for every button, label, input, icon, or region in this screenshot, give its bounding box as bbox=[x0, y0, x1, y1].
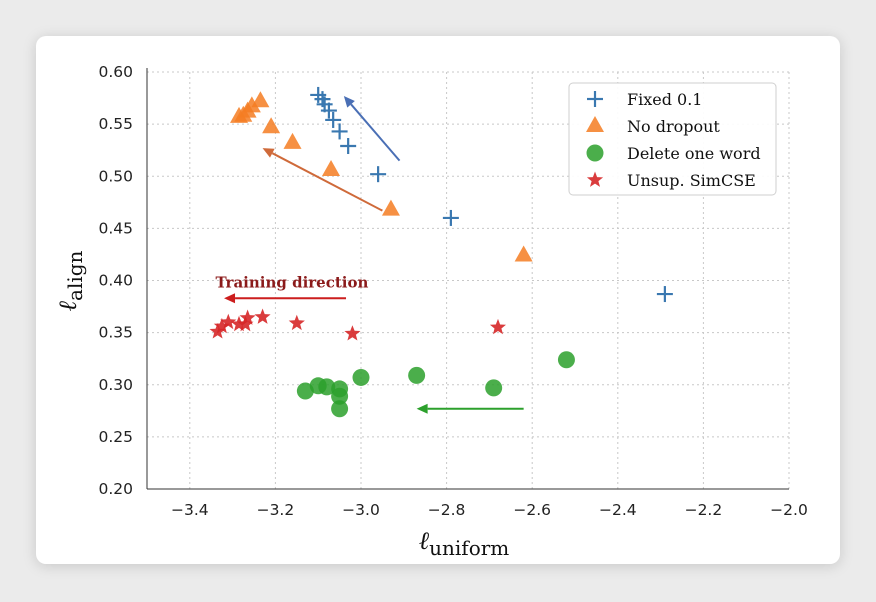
data-point bbox=[296, 382, 314, 400]
x-tick-label: −2.6 bbox=[513, 501, 551, 519]
y-axis-title-main: ℓ bbox=[53, 300, 82, 311]
data-point bbox=[331, 387, 349, 405]
data-point bbox=[557, 351, 575, 369]
legend-label: No dropout bbox=[627, 117, 720, 136]
data-point bbox=[331, 400, 349, 418]
data-point bbox=[251, 91, 270, 108]
x-axis-title-main: ℓ bbox=[419, 526, 430, 555]
data-point bbox=[230, 106, 249, 123]
x-axis-title: ℓuniform bbox=[419, 526, 510, 560]
data-point bbox=[309, 377, 327, 395]
chart-card: 0.20 0.25 0.30 0.35 0.40 0.45 0.50 0.55 0.60 −3.… bbox=[36, 36, 840, 564]
annotation-training-direction: Training direction bbox=[215, 274, 368, 292]
x-tick-label: −3.4 bbox=[171, 501, 209, 519]
legend-item: Fixed 0.1 bbox=[587, 90, 702, 109]
data-point bbox=[322, 159, 341, 176]
direction-arrow bbox=[343, 95, 401, 162]
series-0 bbox=[310, 86, 673, 303]
data-point bbox=[331, 123, 348, 140]
legend-label: Delete one word bbox=[627, 144, 761, 163]
legend-item: No dropout bbox=[586, 116, 720, 136]
y-tick-label: 0.45 bbox=[98, 219, 133, 237]
direction-arrow bbox=[416, 403, 524, 414]
y-axis-title-sub: align bbox=[63, 250, 87, 301]
legend-marker bbox=[586, 144, 604, 162]
legend-label: Fixed 0.1 bbox=[627, 90, 702, 109]
x-tick-label: −3.2 bbox=[257, 501, 295, 519]
y-tick-labels: 0.20 0.25 0.30 0.35 0.40 0.45 0.50 0.55 0.60 bbox=[98, 63, 133, 498]
y-tick-label: 0.40 bbox=[98, 272, 133, 290]
series-1 bbox=[230, 91, 533, 262]
data-point bbox=[340, 138, 357, 155]
data-point bbox=[230, 315, 248, 332]
data-point bbox=[408, 366, 426, 384]
data-point bbox=[489, 318, 506, 335]
x-axis-title-sub: uniform bbox=[429, 536, 509, 560]
y-tick-label: 0.55 bbox=[98, 115, 133, 133]
data-points bbox=[209, 86, 673, 418]
data-point bbox=[237, 315, 254, 332]
data-point bbox=[213, 317, 230, 334]
data-point bbox=[485, 379, 503, 397]
legend-item: Unsup. SimCSE bbox=[586, 171, 756, 190]
data-point bbox=[262, 117, 281, 134]
data-point bbox=[370, 166, 387, 183]
legend-item: Delete one word bbox=[586, 144, 761, 163]
data-point bbox=[352, 368, 370, 386]
data-point bbox=[239, 309, 256, 325]
x-tick-label: −3.0 bbox=[342, 501, 380, 519]
direction-arrow bbox=[224, 293, 347, 304]
data-point bbox=[442, 209, 459, 226]
data-point bbox=[381, 199, 400, 216]
axes bbox=[146, 68, 789, 490]
data-point bbox=[209, 323, 226, 339]
y-tick-label: 0.20 bbox=[98, 480, 133, 498]
y-axis-title: ℓalign bbox=[53, 250, 87, 311]
x-tick-label: −2.0 bbox=[770, 501, 808, 519]
series-3 bbox=[209, 308, 506, 341]
y-tick-label: 0.50 bbox=[98, 167, 133, 185]
y-tick-label: 0.35 bbox=[98, 324, 133, 342]
grid-lines bbox=[147, 71, 790, 490]
legend-marker bbox=[587, 91, 603, 107]
data-point bbox=[254, 308, 271, 324]
direction-arrows bbox=[224, 95, 524, 414]
data-point bbox=[220, 313, 237, 330]
data-point bbox=[288, 314, 305, 331]
scatter-chart: 0.20 0.25 0.30 0.35 0.40 0.45 0.50 0.55 0.60 −3.… bbox=[53, 63, 808, 560]
y-tick-label: 0.30 bbox=[98, 376, 133, 394]
direction-arrow bbox=[262, 148, 383, 212]
data-point bbox=[656, 286, 673, 303]
data-point bbox=[310, 86, 327, 103]
data-point bbox=[283, 132, 302, 149]
x-tick-label: −2.2 bbox=[685, 501, 723, 519]
series-2 bbox=[296, 351, 575, 418]
y-tick-label: 0.25 bbox=[98, 428, 133, 446]
legend-marker bbox=[586, 171, 604, 187]
legend: Fixed 0.1 No dropout Delete one word Unsup.… bbox=[568, 82, 777, 196]
y-tick-label: 0.60 bbox=[98, 63, 133, 81]
x-tick-label: −2.4 bbox=[599, 501, 637, 519]
data-point bbox=[514, 245, 533, 262]
legend-label: Unsup. SimCSE bbox=[627, 171, 756, 190]
legend-marker bbox=[586, 116, 604, 132]
x-tick-labels: −3.4 −3.2 −3.0 −2.8 −2.6 −2.4 −2.2 −2.0 bbox=[171, 501, 808, 519]
data-point bbox=[325, 111, 342, 128]
data-point bbox=[344, 325, 361, 341]
legend-box bbox=[568, 82, 777, 196]
x-tick-label: −2.8 bbox=[428, 501, 466, 519]
